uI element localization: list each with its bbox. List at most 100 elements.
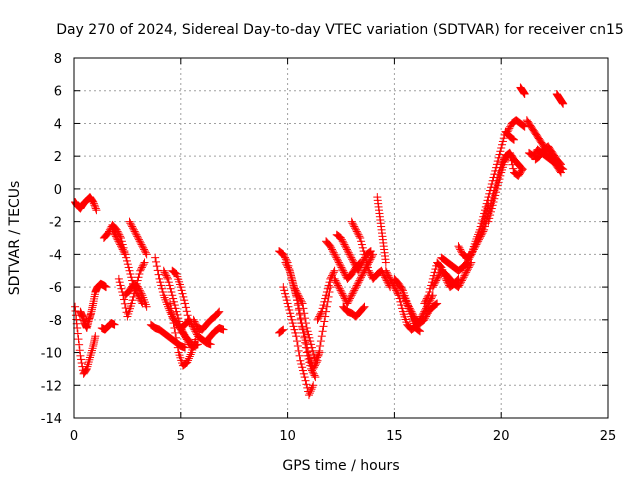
data-point xyxy=(289,279,298,288)
data-point xyxy=(463,258,472,267)
data-point xyxy=(331,276,340,285)
data-point xyxy=(133,232,142,241)
data-point xyxy=(362,256,371,265)
data-point xyxy=(342,245,351,254)
data-point xyxy=(336,261,345,270)
y-tick-label: -14 xyxy=(41,412,62,427)
data-point xyxy=(428,283,437,292)
plot-frame xyxy=(73,57,609,419)
data-point xyxy=(88,344,97,353)
data-point xyxy=(358,243,367,252)
data-point xyxy=(155,274,164,283)
data-point xyxy=(134,283,143,292)
data-point xyxy=(342,243,351,252)
data-point xyxy=(355,276,364,285)
data-point xyxy=(392,288,401,296)
data-point xyxy=(431,278,440,287)
data-point xyxy=(282,260,291,269)
series-s20 xyxy=(279,283,318,400)
data-point xyxy=(127,273,136,282)
data-point xyxy=(114,237,123,246)
data-point xyxy=(430,279,439,288)
data-point xyxy=(139,243,148,252)
data-point xyxy=(111,230,120,239)
data-point xyxy=(111,232,120,241)
data-point xyxy=(397,301,406,310)
series-s34 xyxy=(428,258,476,292)
data-point xyxy=(312,355,321,364)
data-point xyxy=(285,266,294,275)
data-point xyxy=(323,284,332,293)
data-point xyxy=(154,270,163,279)
data-point xyxy=(325,278,334,287)
data-point xyxy=(340,240,349,249)
data-point xyxy=(339,291,348,300)
data-point xyxy=(294,291,303,300)
data-point xyxy=(293,289,302,298)
data-point xyxy=(326,242,335,251)
data-point xyxy=(398,285,407,294)
data-point xyxy=(476,232,485,241)
data-point xyxy=(189,315,198,324)
data-point xyxy=(182,335,191,344)
data-point xyxy=(86,353,95,362)
data-point xyxy=(169,297,178,306)
data-point xyxy=(110,320,119,329)
data-point xyxy=(366,247,375,256)
data-point xyxy=(360,250,369,259)
data-point xyxy=(462,268,471,277)
data-point xyxy=(181,332,190,341)
data-point xyxy=(112,234,121,242)
series-s22 xyxy=(290,283,324,365)
data-point xyxy=(86,351,95,360)
data-point xyxy=(420,299,429,308)
data-point xyxy=(345,250,354,259)
data-point xyxy=(166,284,175,293)
data-point xyxy=(329,268,338,277)
data-point xyxy=(73,324,82,332)
data-point xyxy=(337,263,346,272)
data-point xyxy=(429,281,438,290)
data-point xyxy=(297,297,306,306)
data-point xyxy=(301,319,310,328)
data-point xyxy=(167,309,176,318)
data-point xyxy=(151,253,160,262)
data-point xyxy=(295,294,304,303)
data-point xyxy=(81,366,90,375)
data-point xyxy=(136,266,145,275)
data-point xyxy=(314,314,323,323)
data-point xyxy=(358,304,367,313)
x-axis-label: GPS time / hours xyxy=(282,458,399,474)
data-point xyxy=(134,235,143,244)
data-point xyxy=(298,299,307,308)
data-point xyxy=(293,342,302,350)
data-point xyxy=(498,140,507,149)
data-point xyxy=(349,220,358,229)
data-point xyxy=(180,330,189,339)
data-point xyxy=(422,296,431,305)
data-point xyxy=(420,315,429,324)
data-point xyxy=(353,229,362,238)
data-point xyxy=(364,266,373,275)
data-point xyxy=(127,220,136,229)
data-point xyxy=(519,122,528,131)
series-s3 xyxy=(76,279,111,332)
data-point xyxy=(135,286,144,295)
data-point xyxy=(292,288,301,296)
data-point xyxy=(307,343,316,352)
data-point xyxy=(393,289,402,298)
data-point xyxy=(290,284,299,293)
data-point xyxy=(142,302,151,311)
data-point xyxy=(318,304,327,313)
data-point xyxy=(509,164,518,173)
data-point xyxy=(308,368,317,377)
data-point xyxy=(115,238,124,247)
y-tick-label: 8 xyxy=(54,52,62,67)
data-point xyxy=(140,258,149,267)
data-point xyxy=(330,266,339,275)
data-point xyxy=(298,366,307,375)
data-point xyxy=(507,156,516,165)
data-point xyxy=(137,265,146,274)
data-point xyxy=(422,310,431,319)
data-point xyxy=(122,253,131,262)
